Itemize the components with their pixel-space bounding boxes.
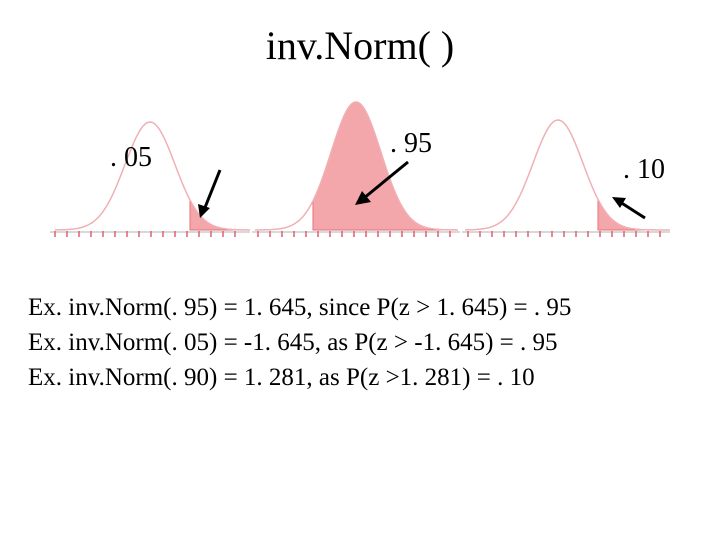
example-line: Ex. inv.Norm(. 90) = 1. 281, as P(z >1. …: [28, 364, 535, 391]
area-label: . 95: [390, 128, 432, 159]
panel-right-tail: . 10: [462, 119, 670, 237]
axis-ticks: [467, 231, 661, 237]
normal-curves-diagram: . 05 . 95 . 10: [50, 101, 670, 237]
arrow-line: [619, 200, 646, 220]
panel-shaded-body: . 95: [252, 101, 460, 237]
normal-curve: [55, 121, 250, 231]
normal-curve: [465, 119, 670, 231]
arrow-line: [363, 160, 409, 200]
arrow-line: [202, 169, 222, 211]
normal-curve: [255, 101, 458, 231]
axis-ticks: [54, 231, 236, 237]
area-label: . 10: [623, 154, 665, 185]
page-title: inv.Norm( ): [265, 23, 455, 68]
arrow-head: [198, 204, 210, 218]
area-label: . 05: [110, 142, 152, 173]
examples-block: Ex. inv.Norm(. 95) = 1. 645, since P(z >…: [28, 290, 708, 395]
panel-left-tail: . 05: [50, 121, 250, 237]
example-line: Ex. inv.Norm(. 95) = 1. 645, since P(z >…: [28, 294, 572, 321]
arrow-head: [355, 191, 371, 205]
axis-ticks: [257, 231, 451, 237]
arrow-head: [612, 197, 626, 208]
example-line: Ex. inv.Norm(. 05) = -1. 645, as P(z > -…: [28, 329, 558, 356]
